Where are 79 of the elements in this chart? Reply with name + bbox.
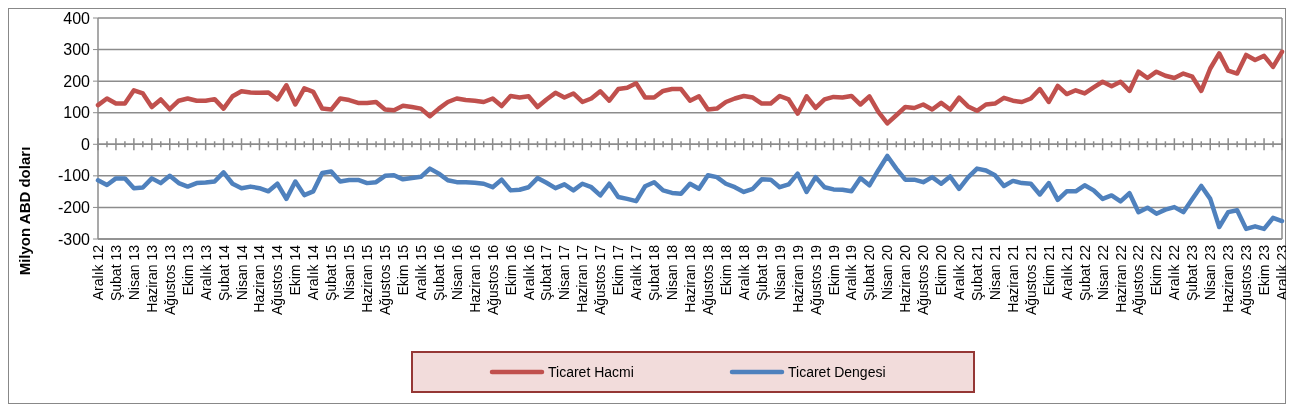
x-tick-label: Şubat 16 (430, 244, 447, 302)
y-tick-label: 400 (63, 9, 91, 27)
x-tick-label: Nisan 13 (125, 244, 142, 301)
x-tick-label: Şubat 21 (969, 244, 986, 302)
y-tick-label: 300 (63, 41, 91, 59)
x-tick-label: Ekim 17 (610, 244, 627, 296)
x-tick-label: Haziran 20 (897, 244, 914, 313)
x-tick-label: Ekim 14 (287, 244, 304, 296)
y-tick-label: 0 (81, 135, 91, 153)
x-tick-label: Ekim 15 (394, 244, 411, 296)
x-tick-label: Aralık 17 (628, 244, 645, 301)
x-tick-label: Ağustos 19 (807, 244, 824, 316)
x-tick-label: Ağustos 21 (1022, 244, 1039, 316)
x-tick-label: Haziran 14 (251, 244, 268, 313)
x-tick-label: Aralık 16 (520, 244, 537, 301)
x-tick-label: Ağustos 18 (699, 244, 716, 316)
x-tick-label: Nisan 20 (879, 244, 896, 301)
x-tick-label: Şubat 19 (753, 244, 770, 302)
x-tick-label: Ekim 16 (502, 244, 519, 296)
x-tick-label: Ağustos 14 (269, 244, 286, 316)
x-tick-label: Ağustos 20 (915, 244, 932, 316)
x-tick-label: Şubat 14 (215, 244, 232, 302)
x-tick-label: Ekim 20 (933, 244, 950, 296)
x-tick-label: Ağustos 23 (1238, 244, 1255, 316)
x-tick-label: Haziran 13 (143, 244, 160, 313)
x-tick-label: Ağustos 13 (161, 244, 178, 316)
x-tick-label: Şubat 15 (323, 244, 340, 302)
x-tick-label: Nisan 15 (341, 244, 358, 301)
x-tick-label: Haziran 17 (574, 244, 591, 313)
x-tick-label: Ekim 21 (1040, 244, 1057, 296)
x-tick-label: Nisan 21 (986, 244, 1003, 301)
x-tick-label: Aralık 15 (412, 244, 429, 301)
y-tick-label: -100 (57, 167, 91, 185)
x-tick-label: Ağustos 16 (484, 244, 501, 316)
x-tick-label: Nisan 17 (556, 244, 573, 301)
x-tick-label: Aralık 14 (305, 244, 322, 301)
y-tick-label: 200 (63, 72, 91, 90)
x-tick-label: Şubat 22 (1076, 244, 1093, 302)
x-tick-label: Ağustos 15 (377, 244, 394, 316)
x-tick-label: Ağustos 17 (592, 244, 609, 316)
x-tick-label: Ağustos 22 (1130, 244, 1147, 316)
y-tick-label: -300 (57, 230, 91, 248)
y-tick-label: 100 (63, 104, 91, 122)
y-axis-title: Milyon ABD doları (16, 146, 33, 276)
x-tick-label: Aralık 20 (951, 244, 968, 301)
x-tick-label: Ekim 22 (1148, 244, 1165, 296)
x-tick-label: Şubat 17 (538, 244, 555, 302)
x-tick-label: Şubat 13 (107, 244, 124, 302)
x-tick-label: Nisan 16 (448, 244, 465, 301)
x-tick-label: Şubat 23 (1184, 244, 1201, 302)
legend-label: Ticaret Dengesi (788, 363, 886, 380)
x-tick-label: Haziran 16 (466, 244, 483, 313)
x-tick-label: Ekim 18 (717, 244, 734, 296)
legend-label: Ticaret Hacmi (548, 363, 634, 380)
x-tick-label: Ekim 23 (1256, 244, 1273, 296)
x-tick-label: Haziran 19 (789, 244, 806, 313)
x-tick-label: Aralık 19 (843, 244, 860, 301)
x-tick-label: Nisan 19 (771, 244, 788, 301)
x-tick-label: Aralık 21 (1058, 244, 1075, 301)
line-series (95, 49, 1285, 126)
x-tick-label: Haziran 15 (359, 244, 376, 313)
x-tick-label: Ekim 19 (825, 244, 842, 296)
x-tick-label: Haziran 23 (1220, 244, 1237, 313)
x-tick-label: Ekim 13 (179, 244, 196, 296)
x-tick-label: Aralık 12 (90, 244, 106, 301)
x-tick-label: Aralık 22 (1166, 244, 1183, 301)
x-tick-label: Şubat 20 (861, 244, 878, 302)
x-tick-label: Şubat 18 (646, 244, 663, 302)
x-tick-label: Haziran 22 (1112, 244, 1129, 313)
x-tick-label: Nisan 18 (664, 244, 681, 301)
line-series (95, 153, 1285, 232)
x-tick-label: Aralık 18 (735, 244, 752, 301)
x-tick-label: Aralık 13 (197, 244, 214, 301)
x-tick-label: Haziran 18 (682, 244, 698, 313)
x-tick-label: Nisan 23 (1202, 244, 1219, 301)
x-tick-label: Haziran 21 (1004, 244, 1021, 313)
x-tick-label: Nisan 14 (233, 244, 250, 301)
x-tick-label: Nisan 22 (1094, 244, 1111, 301)
y-tick-label: -200 (57, 199, 91, 217)
